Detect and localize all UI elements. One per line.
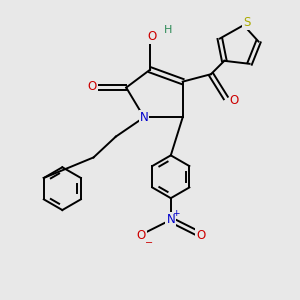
Text: O: O: [87, 80, 97, 93]
Text: O: O: [196, 229, 205, 242]
Text: N: N: [167, 213, 175, 226]
Text: N: N: [140, 111, 148, 124]
Text: S: S: [243, 16, 250, 29]
Text: +: +: [172, 209, 180, 218]
Text: O: O: [136, 229, 146, 242]
Text: O: O: [230, 94, 239, 107]
Text: H: H: [164, 25, 172, 35]
Text: O: O: [148, 30, 157, 43]
Text: −: −: [145, 238, 154, 248]
